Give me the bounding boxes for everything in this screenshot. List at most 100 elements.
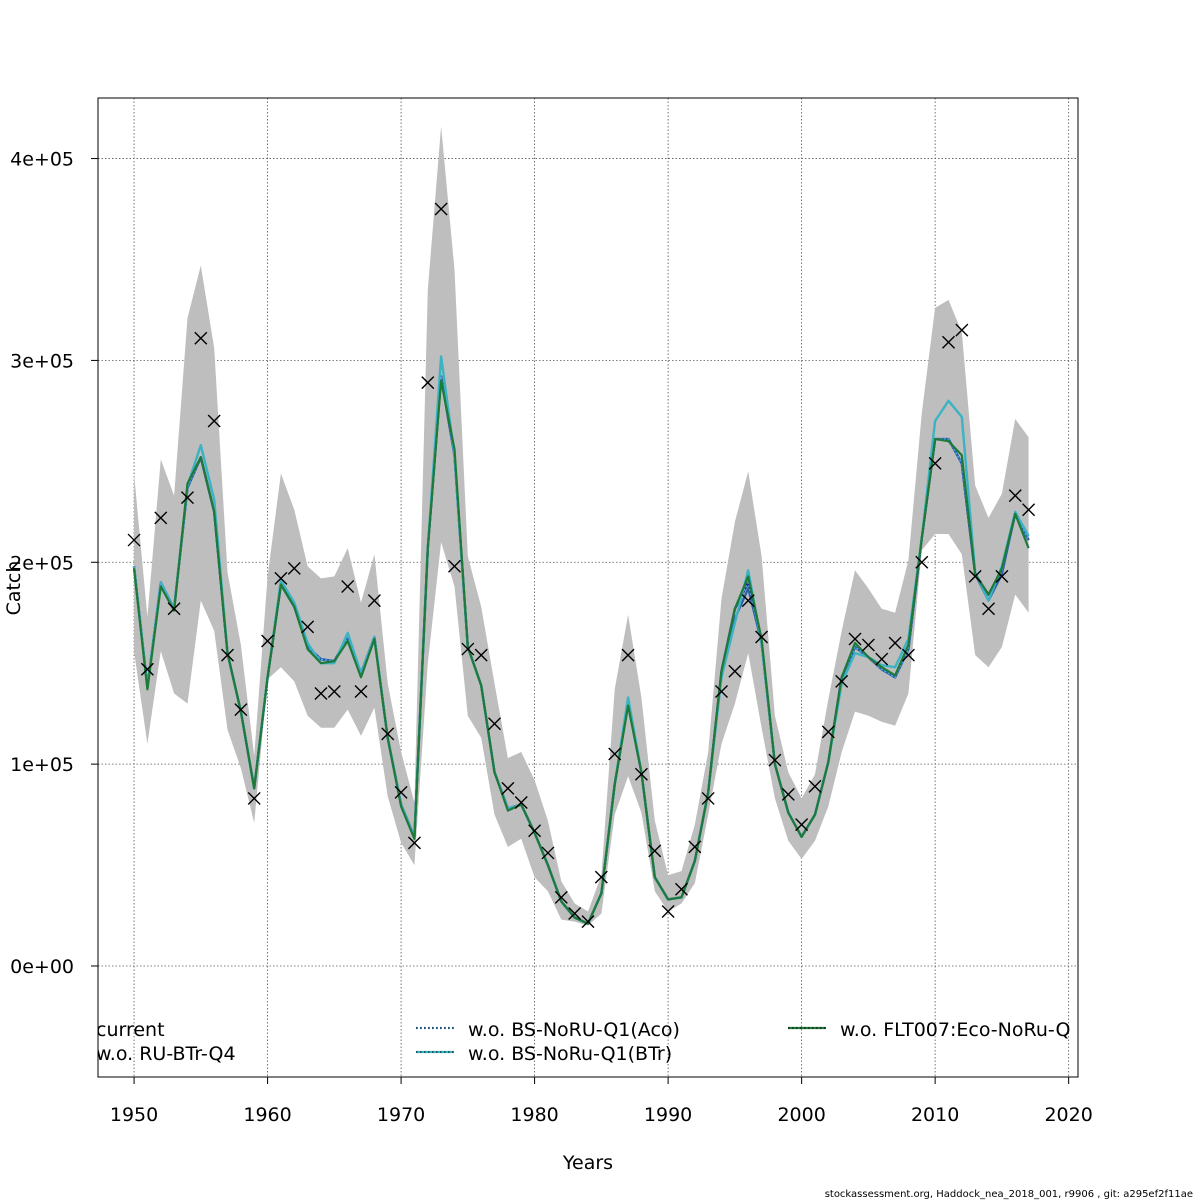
y-tick-label: 4e+05 <box>10 149 74 171</box>
observed-point <box>287 561 301 575</box>
legend-item: w.o. BS-NoRU-Q1(Aco) <box>416 1019 680 1041</box>
plot-frame <box>97 97 1079 1078</box>
legend-label: w.o. RU-BTr-Q4 <box>96 1043 236 1065</box>
observed-point <box>795 818 809 832</box>
observed-point <box>421 376 435 390</box>
observed-point <box>755 630 769 644</box>
observed-point <box>915 555 929 569</box>
grid-lines <box>98 98 1078 1077</box>
observed-point <box>848 632 862 646</box>
observed-point <box>741 594 755 608</box>
x-axis-label: Years <box>562 1152 613 1174</box>
x-tick-label: 1980 <box>510 1104 558 1126</box>
observed-point <box>261 634 275 648</box>
observed-point <box>875 652 889 666</box>
observed-point <box>968 569 982 583</box>
x-tick-label: 2020 <box>1044 1104 1092 1126</box>
observed-point <box>901 648 915 662</box>
observed-point <box>394 785 408 799</box>
y-tick-label: 0e+00 <box>10 956 74 978</box>
x-axis: 1950 1960 1970 1980 1990 2000 2010 2020 <box>110 1077 1093 1126</box>
observed-point <box>995 569 1009 583</box>
y-axis-label: Catch <box>3 561 25 616</box>
observed-point <box>207 414 221 428</box>
x-tick-label: 2000 <box>777 1104 825 1126</box>
footer-note: stockassessment.org, Haddock_nea_2018_00… <box>825 1189 1193 1200</box>
observed-point <box>808 779 822 793</box>
observed-point <box>982 602 996 616</box>
observed-point <box>661 904 675 918</box>
observed-point <box>674 882 688 896</box>
observed-point <box>528 824 542 838</box>
observed-point <box>301 620 315 634</box>
legend-item: current <box>96 1019 165 1041</box>
observed-point <box>888 636 902 650</box>
observed-point <box>835 674 849 688</box>
observed-point <box>781 787 795 801</box>
observed-point <box>581 915 595 929</box>
legend-item: w.o. RU-BTr-Q4 <box>96 1043 236 1065</box>
observed-point <box>381 727 395 741</box>
y-tick-label: 3e+05 <box>10 350 74 372</box>
observed-point <box>180 491 194 505</box>
x-tick-label: 1950 <box>110 1104 158 1126</box>
observed-point <box>648 844 662 858</box>
observed-point <box>354 684 368 698</box>
observed-point <box>234 703 248 717</box>
x-tick-label: 1960 <box>243 1104 291 1126</box>
legend-item: w.o. FLT007:Eco-NoRu-Q <box>788 1019 1070 1041</box>
observed-point <box>541 846 555 860</box>
legend-label: w.o. FLT007:Eco-NoRu-Q <box>840 1019 1070 1041</box>
observed-point <box>955 323 969 337</box>
observed-point <box>221 648 235 662</box>
y-tick-label: 1e+05 <box>10 754 74 776</box>
legend-label: w.o. BS-NoRu-Q1(BTr) <box>468 1043 672 1065</box>
observed-point <box>501 781 515 795</box>
observed-point <box>407 836 421 850</box>
observed-point <box>194 331 208 345</box>
x-tick-label: 1990 <box>644 1104 692 1126</box>
observed-point <box>941 335 955 349</box>
observed-point <box>728 664 742 678</box>
y-tick-label: 2e+05 <box>10 552 74 574</box>
observed-point <box>140 662 154 676</box>
observed-point <box>928 456 942 470</box>
y-axis: 0e+00 1e+05 2e+05 3e+05 4e+05 <box>10 149 98 978</box>
confidence-band-area <box>134 126 1029 926</box>
observed-point <box>274 571 288 585</box>
estimate-lines <box>132 355 1030 925</box>
observed-point <box>434 202 448 216</box>
observed-point <box>341 579 355 593</box>
observed-point <box>568 907 582 920</box>
observed-point <box>314 686 328 700</box>
observed-point <box>608 747 622 761</box>
observed-point <box>154 511 168 525</box>
observed-point <box>474 648 488 662</box>
observed-point <box>621 648 635 662</box>
observed-point <box>768 753 782 767</box>
observed-point <box>1022 503 1036 517</box>
observed-point <box>594 870 608 884</box>
observed-point <box>554 890 568 904</box>
observed-point <box>715 684 729 698</box>
observed-point <box>447 559 461 573</box>
observed-point <box>634 767 648 781</box>
observed-point <box>1008 489 1022 503</box>
observed-point <box>327 684 341 698</box>
observed-point <box>167 602 181 616</box>
legend-label: current <box>96 1019 165 1041</box>
observed-point <box>247 791 261 805</box>
observed-point <box>367 594 381 608</box>
observed-point <box>488 717 502 731</box>
observed-point <box>821 725 835 739</box>
observed-point <box>688 840 702 854</box>
observed-point <box>127 533 141 547</box>
legend-item: w.o. BS-NoRu-Q1(BTr) <box>416 1043 672 1065</box>
series-line-wo-flt007-eco-noru-q <box>132 379 1030 925</box>
observed-point <box>514 795 528 809</box>
observed-point <box>861 638 875 652</box>
observed-catch-points <box>127 202 1036 929</box>
observed-point <box>461 642 475 656</box>
